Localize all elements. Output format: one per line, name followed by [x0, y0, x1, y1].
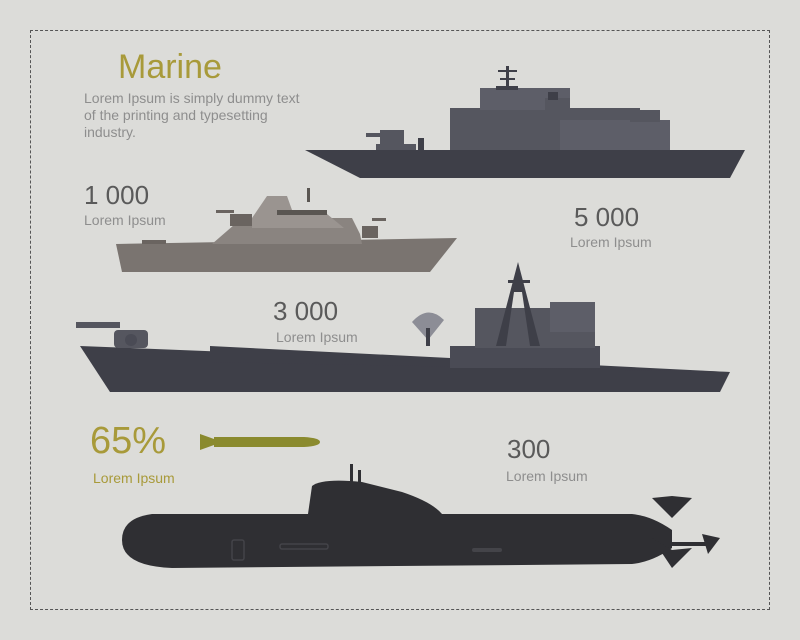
destroyer-ship	[305, 66, 745, 178]
torpedo-label: Lorem Ipsum	[93, 470, 175, 486]
submarine-label: Lorem Ipsum	[506, 468, 588, 484]
boat-label: Lorem Ipsum	[84, 212, 166, 228]
page-description: Lorem Ipsum is simply dummy text of the …	[84, 90, 300, 140]
destroyer-count: 5 000	[574, 202, 640, 232]
boat-count: 1 000	[84, 180, 150, 210]
cruiser-label: Lorem Ipsum	[276, 329, 358, 345]
page-title: Marine	[118, 48, 222, 86]
patrol-boat	[116, 188, 457, 272]
destroyer-label: Lorem Ipsum	[570, 234, 652, 250]
submarine-count: 300	[507, 434, 551, 464]
dashed-frame	[30, 30, 770, 610]
torpedo-percentage: 65%	[90, 420, 167, 462]
cruiser-count: 3 000	[273, 296, 339, 326]
cruiser-ship	[76, 262, 730, 392]
submarine-ship	[122, 464, 720, 568]
torpedo-icon	[200, 434, 320, 450]
